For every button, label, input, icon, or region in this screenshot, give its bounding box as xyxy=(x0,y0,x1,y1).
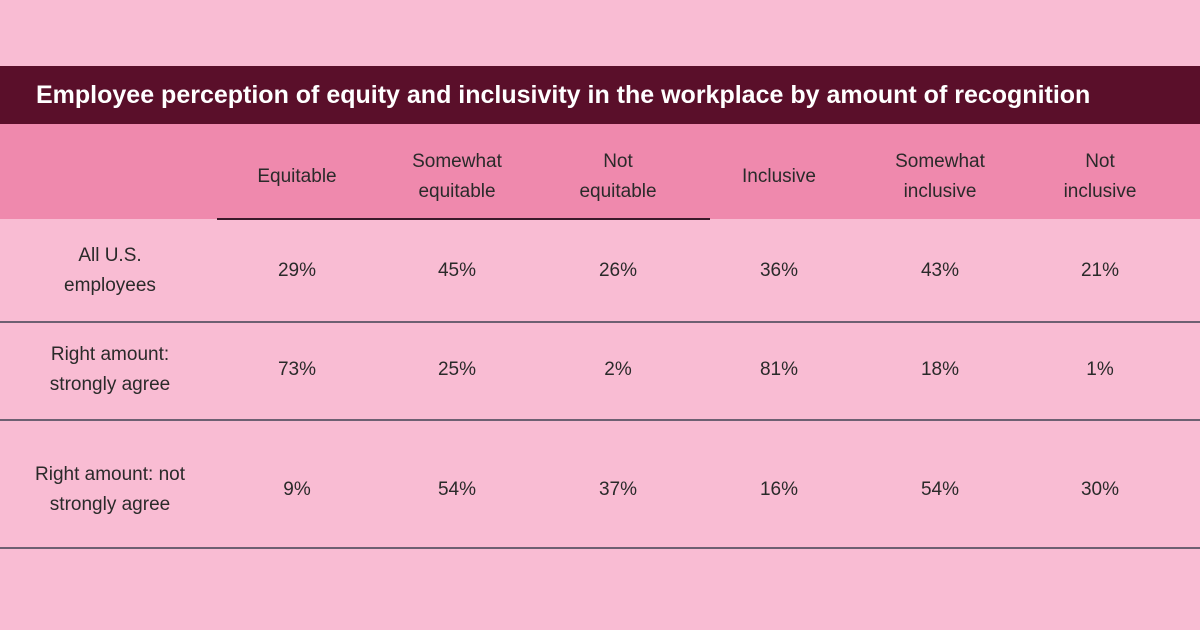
row-label: Right amount: not strongly agree xyxy=(35,464,185,515)
table-cell: 2% xyxy=(604,359,632,380)
table-cell: 43% xyxy=(920,260,960,281)
header-underline xyxy=(217,218,710,220)
column-header: Somewhat inclusive xyxy=(895,151,985,202)
column-header: Not inclusive xyxy=(1063,151,1137,202)
table-cell: 73% xyxy=(277,359,317,380)
table-cell: 1% xyxy=(1086,359,1114,380)
column-header: Inclusive xyxy=(742,166,816,187)
row-label: All U.S. employees xyxy=(64,245,156,296)
table-cell: 9% xyxy=(283,479,311,500)
table-cell: 36% xyxy=(759,260,799,281)
table-cell: 37% xyxy=(598,479,638,500)
table-cell: 54% xyxy=(920,479,960,500)
table-cell: 21% xyxy=(1080,260,1120,281)
row-label: Right amount: strongly agree xyxy=(49,344,171,395)
table-cell: 26% xyxy=(598,260,638,281)
table-cell: 18% xyxy=(920,359,960,380)
header-bar xyxy=(0,124,1200,219)
table-cell: 16% xyxy=(759,479,799,500)
table-cell: 54% xyxy=(437,479,477,500)
column-header: Somewhat equitable xyxy=(412,151,502,202)
table-cell: 29% xyxy=(277,260,317,281)
table-cell: 25% xyxy=(437,359,477,380)
row-divider xyxy=(0,419,1200,421)
title-bar: Employee perception of equity and inclus… xyxy=(0,66,1200,124)
table-cell: 81% xyxy=(759,359,799,380)
title: Employee perception of equity and inclus… xyxy=(36,81,1091,109)
table-cell: 45% xyxy=(437,260,477,281)
column-header: Not equitable xyxy=(579,151,657,202)
column-header: Equitable xyxy=(257,166,337,187)
table-cell: 30% xyxy=(1080,479,1120,500)
row-divider xyxy=(0,321,1200,323)
row-divider xyxy=(0,547,1200,549)
